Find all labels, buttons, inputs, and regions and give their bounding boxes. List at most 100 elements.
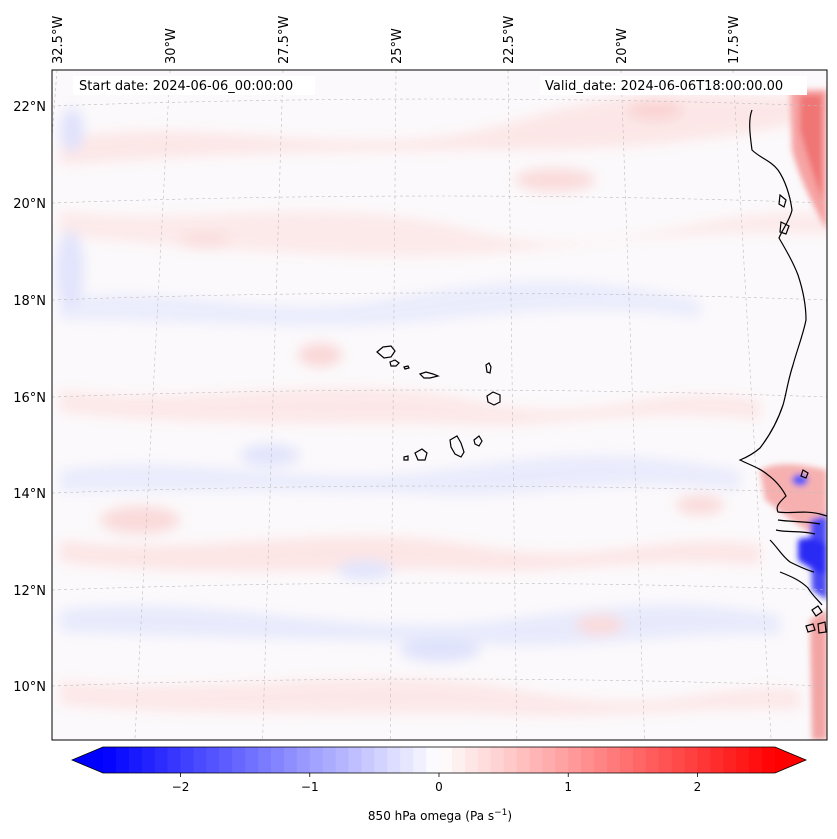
field-band [60,388,760,426]
colorbar-cell [645,747,660,773]
field-blob [400,638,480,662]
colorbar-cell [439,747,453,773]
colorbar-extend-min [72,747,103,773]
omega-field [56,90,827,717]
latitude-tick-label: 10°N [13,680,46,695]
colorbar-cell [296,747,311,773]
field-band [60,281,700,327]
latitude-gridline [52,485,827,494]
field-blob [337,560,393,580]
colorbar-cell [723,747,737,773]
colorbar-cell [762,747,776,773]
colorbar-cell [542,747,556,773]
colorbar-cell [568,747,582,773]
coastal-omega-signal [760,90,827,740]
colorbar-cell [335,747,349,773]
colorbar-extend-max [775,747,806,773]
colorbar-cell [477,747,492,773]
coastline-guinea-bissau [779,571,823,606]
colorbar-cell [426,747,440,773]
valid-date-label: Valid_date: 2024-06-06T18:00:00.00 [545,79,783,94]
field-band [60,678,800,717]
longitude-tick-label: 22.5°W [502,16,517,64]
longitude-tick-label: 17.5°W [727,16,742,64]
colorbar-cell [658,747,673,773]
colorbar-cell [607,747,621,773]
colorbar-cell [283,747,298,773]
coast-inlet-1 [778,193,787,208]
longitude-gridline [507,70,518,740]
start-date-label: Start date: 2024-06-06_00:00:00 [79,79,293,94]
longitude-tick-label: 25°W [390,28,405,64]
map-frame [51,69,828,741]
island-bijagos-2 [805,623,816,633]
coastline-gambia-north [777,519,821,525]
colorbar-tick-label: 2 [694,780,702,794]
island-bijagos-3 [817,621,827,634]
colorbar-cell [697,747,711,773]
valid-date-box [540,76,807,95]
colorbar-tick-label: 0 [435,780,443,794]
field-blob [627,100,683,120]
latitude-tick-label: 18°N [13,294,46,309]
colorbar-cell [516,747,530,773]
colorbar-cells [103,747,776,773]
longitude-tick-label: 27.5°W [277,16,292,64]
coastal-blue-patch [792,474,808,486]
longitude-gridline [620,70,645,740]
colorbar-cell [632,747,647,773]
island-santo-antao [376,345,396,359]
colorbar-cell [671,747,685,773]
longitude-tick-label: 32.5°W [51,16,66,64]
coastlines [376,109,827,634]
colorbar-cell [413,747,427,773]
coastal-red-edge [810,610,827,740]
colorbar-cell [115,747,130,773]
colorbar-cell [322,747,337,773]
longitude-tick-label: 30°W [164,28,179,64]
colorbar-cell [387,747,401,773]
longitude-labels: 32.5°W 30°W 27.5°W 25°W 22.5°W 20°W 17.5°W [51,16,742,64]
colorbar-cell [193,747,207,773]
colorbar-cell [167,747,181,773]
colorbar-cell [451,747,466,773]
latitude-tick-label: 14°N [13,487,46,502]
colorbar-cell [710,747,724,773]
island-brava [403,455,409,461]
gridlines [52,70,827,740]
latitude-gridline [52,678,827,687]
colorbar: −2 −1 0 1 2 850 hPa omega (Pa s−1) [70,746,808,823]
latitude-gridline [52,582,827,591]
island-santa-luzia [403,365,410,370]
colorbar-cell [749,747,763,773]
colorbar-cell [503,747,517,773]
field-blob [515,168,595,192]
colorbar-ticks: −2 −1 0 1 2 [172,773,702,794]
longitude-tick-label: 20°W [615,28,630,64]
coastal-red-core [800,95,822,200]
field-blob [56,230,84,310]
island-sao-vicente [389,359,400,367]
colorbar-tick-label: −2 [172,780,190,794]
colorbar-cell [684,747,698,773]
longitude-gridline [732,70,772,740]
colorbar-cell [736,747,750,773]
field-band [60,455,740,496]
colorbar-cell [271,747,285,773]
field-blob [60,108,84,152]
colorbar-tick-label: 1 [564,780,572,794]
start-date-box [73,76,315,95]
longitude-gridline [262,70,284,740]
coastline-gambia-south [775,529,816,535]
colorbar-cell [594,747,608,773]
colorbar-cell [348,747,362,773]
colorbar-cell [464,747,479,773]
field-blob [100,506,180,534]
colorbar-cell [154,747,169,773]
colorbar-cell [361,747,375,773]
latitude-gridline [52,389,827,398]
coastal-blue-deep [798,537,827,575]
colorbar-cell [180,747,194,773]
longitude-gridline [134,70,171,740]
